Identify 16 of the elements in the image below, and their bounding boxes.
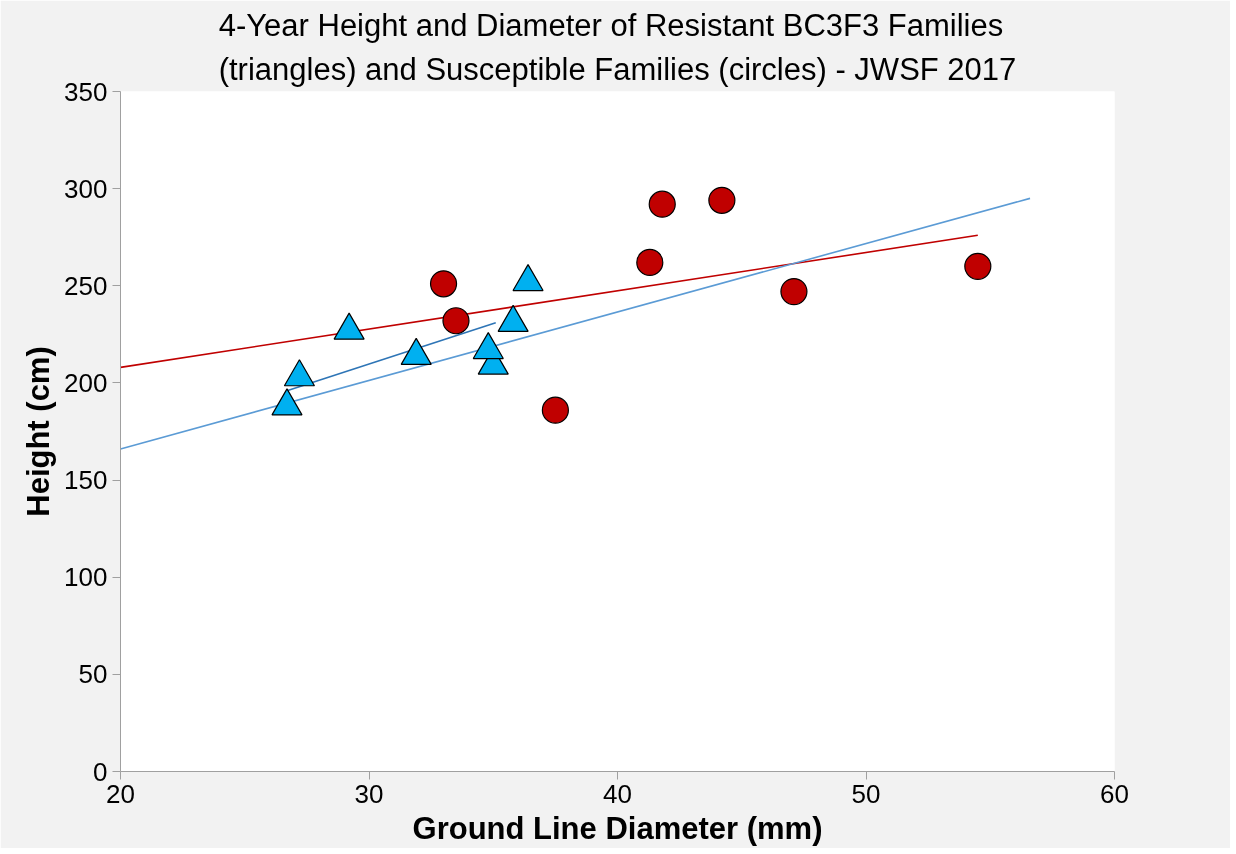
- y-tick-label: 200: [64, 367, 108, 398]
- y-axis-title: Height (cm): [21, 346, 57, 517]
- x-tick-label: 30: [354, 778, 384, 809]
- chart-title: 4-Year Height and Diameter of Resistant BC3F3 Families (triangles) and Susceptible Families (circles) - JWSF 2017: [218, 7, 1017, 87]
- x-tick-label: 60: [1100, 778, 1129, 809]
- x-axis-title: Ground Line Diameter (mm): [412, 810, 823, 846]
- y-tick-label: 100: [64, 562, 108, 593]
- y-tick-label: 0: [93, 756, 108, 787]
- x-tick-label: 40: [603, 778, 632, 809]
- y-tick-label: 350: [64, 76, 108, 107]
- y-tick-label: 300: [64, 173, 108, 204]
- x-tick-label: 20: [106, 778, 135, 809]
- x-tick-label: 50: [851, 778, 881, 809]
- y-tick-label: 150: [64, 465, 108, 496]
- y-tick-label: 50: [78, 659, 108, 690]
- y-tick-label: 250: [64, 270, 108, 301]
